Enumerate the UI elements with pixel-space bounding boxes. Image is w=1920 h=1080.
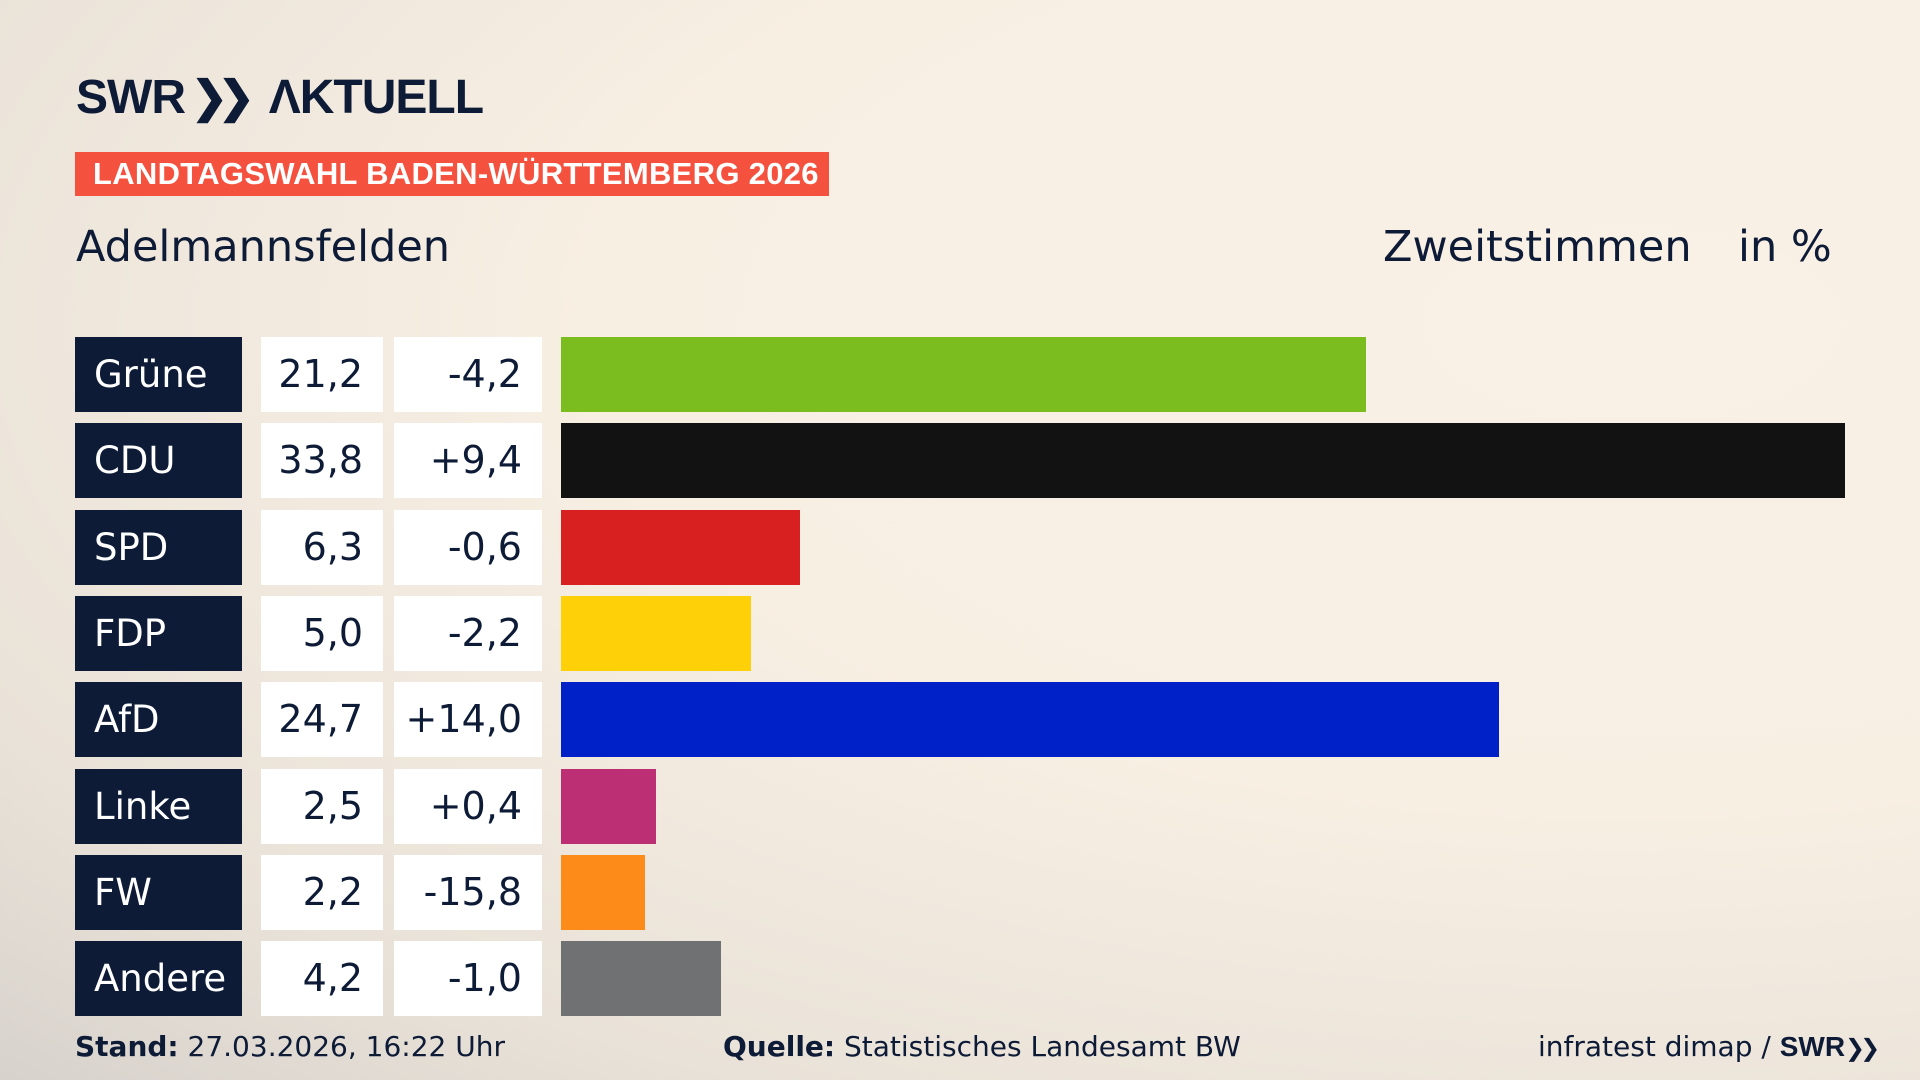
vote-change: -2,2 — [394, 595, 542, 671]
vote-change: -1,0 — [394, 941, 542, 1017]
bar-afd — [561, 682, 1500, 758]
vote-share: 21,2 — [261, 337, 383, 412]
vote-change: +9,4 — [394, 423, 542, 499]
vote-change: +14,0 — [394, 682, 542, 758]
party-row: FDP 5,0 -2,2 — [0, 595, 1920, 671]
vote-share: 24,7 — [261, 682, 383, 758]
bar-cdu — [561, 423, 1845, 499]
election-banner: LANDTAGSWAHL BADEN-WÜRTTEMBERG 2026 — [75, 152, 829, 196]
bar-grüne — [561, 337, 1367, 412]
party-label: AfD — [75, 682, 242, 758]
vote-share: 6,3 — [261, 509, 383, 585]
bar-spd — [561, 509, 801, 585]
swr-aktuell-logo: SWR ❯❯ ΛKTUELL — [76, 71, 484, 124]
vote-share: 2,2 — [261, 854, 383, 930]
vote-change: -4,2 — [394, 337, 542, 412]
vote-change: +0,4 — [394, 768, 542, 844]
timestamp: Stand: 27.03.2026, 16:22 Uhr — [75, 1030, 505, 1063]
party-row: Andere 4,2 -1,0 — [0, 941, 1920, 1017]
swr-logo: SWR — [1779, 1031, 1846, 1062]
region-title: Adelmannsfelden — [76, 222, 451, 272]
party-row: SPD 6,3 -0,6 — [0, 509, 1920, 585]
vote-share: 4,2 — [261, 941, 383, 1017]
party-label: Grüne — [75, 337, 242, 412]
party-label: SPD — [75, 509, 242, 585]
unit-label: in % — [1738, 222, 1832, 272]
vote-share: 5,0 — [261, 595, 383, 671]
metric-label: Zweitstimmen — [1383, 222, 1692, 272]
vote-change: -15,8 — [394, 854, 542, 930]
credit: infratest dimap / SWR❯❯ — [1538, 1030, 1880, 1063]
party-row: Grüne 21,2 -4,2 — [0, 337, 1920, 412]
source: Quelle: Statistisches Landesamt BW — [723, 1030, 1241, 1063]
bar-fdp — [561, 595, 751, 671]
party-label: CDU — [75, 423, 242, 499]
bar-linke — [561, 768, 656, 844]
party-row: FW 2,2 -15,8 — [0, 854, 1920, 930]
chevrons-icon: ❯❯ — [190, 73, 255, 122]
party-label: Linke — [75, 768, 242, 844]
party-row: CDU 33,8 +9,4 — [0, 423, 1920, 499]
vote-share: 2,5 — [261, 768, 383, 844]
vote-change: -0,6 — [394, 509, 542, 585]
vote-share: 33,8 — [261, 423, 383, 499]
bar-fw — [561, 854, 645, 930]
party-label: FDP — [75, 595, 242, 671]
party-row: AfD 24,7 +14,0 — [0, 682, 1920, 758]
party-label: Andere — [75, 941, 242, 1017]
party-label: FW — [75, 854, 242, 930]
party-row: Linke 2,5 +0,4 — [0, 768, 1920, 844]
bar-andere — [561, 941, 721, 1017]
